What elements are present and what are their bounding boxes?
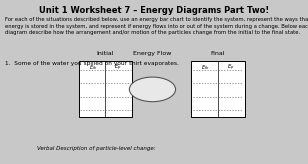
Bar: [191, 61, 245, 117]
Text: $E_{th}$: $E_{th}$: [201, 63, 210, 72]
Circle shape: [129, 77, 176, 102]
Text: For each of the situations described below, use an energy bar chart to identify : For each of the situations described bel…: [5, 17, 308, 35]
Text: Unit 1 Worksheet 7 – Energy Diagrams Part Two!: Unit 1 Worksheet 7 – Energy Diagrams Par…: [39, 6, 269, 15]
Bar: [79, 61, 132, 117]
Text: $E_p$: $E_p$: [227, 63, 234, 73]
Text: Verbal Description of particle-level change:: Verbal Description of particle-level cha…: [37, 146, 156, 151]
Text: Initial: Initial: [97, 51, 114, 56]
Text: 1.  Some of the water you spilled on your shirt evaporates.: 1. Some of the water you spilled on your…: [5, 62, 179, 66]
Text: $E_p$: $E_p$: [114, 63, 122, 73]
Text: $E_{th}$: $E_{th}$: [89, 63, 98, 72]
Text: Final: Final: [211, 51, 225, 56]
Text: Energy Flow: Energy Flow: [133, 51, 172, 56]
